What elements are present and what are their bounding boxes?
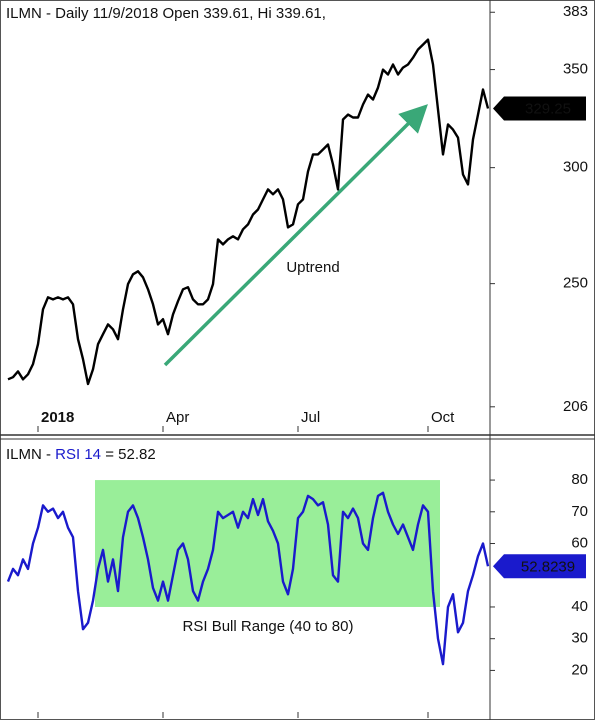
band-label: RSI Bull Range (40 to 80) [183, 618, 354, 635]
series-line [7, 38, 490, 386]
y-tick-label: 300 [563, 159, 588, 176]
y-tick-label: 80 [571, 471, 588, 488]
y-tick-label: 40 [571, 598, 588, 615]
band-layer [95, 480, 440, 607]
last-value-label: 52.8239 [521, 558, 575, 575]
title-part: ILMN - [6, 446, 51, 463]
last-value-tag [493, 96, 586, 121]
x-tick-label: 2018 [41, 409, 74, 426]
trend-arrow [163, 104, 428, 367]
x-tick-label: Jul [301, 409, 320, 426]
x-tick-label: Apr [166, 409, 189, 426]
x-tick-label: Oct [431, 409, 455, 426]
y-tick-label: 350 [563, 61, 588, 78]
y-tick-label: 206 [563, 398, 588, 415]
chart-title: ILMN - Daily 11/9/2018 Open 339.61, Hi 3… [6, 5, 326, 22]
chart-title: ILMN - RSI 14 = 52.82 [6, 446, 156, 463]
last-value-tag [493, 554, 586, 579]
y-tick-label: 20 [571, 661, 588, 678]
y-tick-label: 30 [571, 630, 588, 647]
y-tick-label: 250 [563, 275, 588, 292]
annotation: Uptrend [286, 259, 339, 276]
title-part: = 52.82 [105, 446, 155, 463]
last-value-label: 329.25 [525, 100, 571, 117]
bull-range-band [95, 480, 440, 607]
series-line [6, 491, 490, 666]
y-tick-label: 383 [563, 3, 588, 20]
y-tick-label: 60 [571, 534, 588, 551]
series-name: RSI 14 [55, 446, 101, 463]
y-tick-label: 70 [571, 503, 588, 520]
